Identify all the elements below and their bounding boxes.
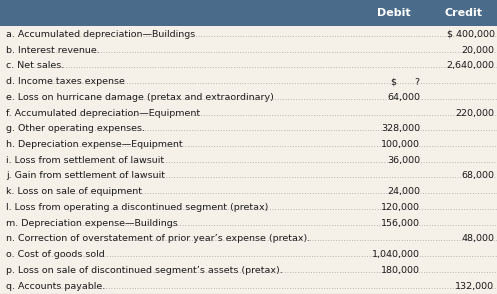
Text: Debit: Debit xyxy=(377,8,411,18)
Text: q. Accounts payable.: q. Accounts payable. xyxy=(6,282,105,291)
Text: ................................................................................: ........................................… xyxy=(128,234,497,243)
Text: ................................................................................: ........................................… xyxy=(31,61,497,70)
Text: 2,640,000: 2,640,000 xyxy=(446,61,495,70)
Text: ................................................................................: ........................................… xyxy=(116,266,497,275)
Text: e. Loss on hurricane damage (pretax and extraordinary): e. Loss on hurricane damage (pretax and … xyxy=(6,93,274,102)
Text: ................................................................................: ........................................… xyxy=(109,203,497,212)
FancyBboxPatch shape xyxy=(0,168,497,184)
Text: $      ?: $ ? xyxy=(391,77,420,86)
Text: ................................................................................: ........................................… xyxy=(109,93,497,102)
Text: 24,000: 24,000 xyxy=(387,187,420,196)
Text: 132,000: 132,000 xyxy=(455,282,495,291)
FancyBboxPatch shape xyxy=(0,184,497,200)
Text: ................................................................................: ........................................… xyxy=(60,124,497,133)
FancyBboxPatch shape xyxy=(0,0,497,26)
Text: ................................................................................: ........................................… xyxy=(45,282,497,291)
Text: m. Depreciation expense—Buildings: m. Depreciation expense—Buildings xyxy=(6,219,178,228)
Text: ................................................................................: ........................................… xyxy=(69,140,497,149)
FancyBboxPatch shape xyxy=(0,42,497,58)
Text: 100,000: 100,000 xyxy=(381,140,420,149)
FancyBboxPatch shape xyxy=(0,278,497,294)
Text: 64,000: 64,000 xyxy=(387,93,420,102)
Text: b. Interest revenue.: b. Interest revenue. xyxy=(6,46,100,55)
Text: 180,000: 180,000 xyxy=(381,266,420,275)
Text: ................................................................................: ........................................… xyxy=(69,219,497,228)
FancyBboxPatch shape xyxy=(0,137,497,152)
Text: 156,000: 156,000 xyxy=(381,219,420,228)
Text: j. Gain from settlement of lawsuit: j. Gain from settlement of lawsuit xyxy=(6,171,165,181)
Text: ................................................................................: ........................................… xyxy=(45,46,497,55)
Text: h. Depreciation expense—Equipment: h. Depreciation expense—Equipment xyxy=(6,140,182,149)
Text: o. Cost of goods sold: o. Cost of goods sold xyxy=(6,250,105,259)
Text: ................................................................................: ........................................… xyxy=(77,30,497,39)
Text: p. Loss on sale of discontinued segment’s assets (pretax).: p. Loss on sale of discontinued segment’… xyxy=(6,266,283,275)
Text: 48,000: 48,000 xyxy=(462,234,495,243)
Text: ................................................................................: ........................................… xyxy=(71,171,497,181)
FancyBboxPatch shape xyxy=(0,74,497,89)
Text: $ 400,000: $ 400,000 xyxy=(446,30,495,39)
Text: 220,000: 220,000 xyxy=(456,108,495,118)
FancyBboxPatch shape xyxy=(0,26,497,42)
Text: ................................................................................: ........................................… xyxy=(50,77,497,86)
FancyBboxPatch shape xyxy=(0,121,497,137)
Text: g. Other operating expenses.: g. Other operating expenses. xyxy=(6,124,145,133)
Text: d. Income taxes expense: d. Income taxes expense xyxy=(6,77,125,86)
Text: 68,000: 68,000 xyxy=(462,171,495,181)
FancyBboxPatch shape xyxy=(0,200,497,215)
Text: ................................................................................: ........................................… xyxy=(77,108,497,118)
Text: f. Accumulated depreciation—Equipment: f. Accumulated depreciation—Equipment xyxy=(6,108,200,118)
Text: ................................................................................: ........................................… xyxy=(71,156,497,165)
Text: Credit: Credit xyxy=(444,8,483,18)
Text: c. Net sales.: c. Net sales. xyxy=(6,61,64,70)
Text: 328,000: 328,000 xyxy=(381,124,420,133)
FancyBboxPatch shape xyxy=(0,247,497,263)
Text: i. Loss from settlement of lawsuit: i. Loss from settlement of lawsuit xyxy=(6,156,164,165)
FancyBboxPatch shape xyxy=(0,263,497,278)
Text: ................................................................................: ........................................… xyxy=(60,187,497,196)
Text: 1,040,000: 1,040,000 xyxy=(372,250,420,259)
Text: n. Correction of overstatement of prior year’s expense (pretax).: n. Correction of overstatement of prior … xyxy=(6,234,310,243)
Text: 36,000: 36,000 xyxy=(387,156,420,165)
FancyBboxPatch shape xyxy=(0,152,497,168)
Text: l. Loss from operating a discontinued segment (pretax): l. Loss from operating a discontinued se… xyxy=(6,203,268,212)
Text: 120,000: 120,000 xyxy=(381,203,420,212)
FancyBboxPatch shape xyxy=(0,89,497,105)
Text: ................................................................................: ........................................… xyxy=(47,250,497,259)
FancyBboxPatch shape xyxy=(0,105,497,121)
FancyBboxPatch shape xyxy=(0,215,497,231)
Text: k. Loss on sale of equipment: k. Loss on sale of equipment xyxy=(6,187,142,196)
FancyBboxPatch shape xyxy=(0,231,497,247)
FancyBboxPatch shape xyxy=(0,58,497,74)
Text: 20,000: 20,000 xyxy=(462,46,495,55)
Text: a. Accumulated depreciation—Buildings: a. Accumulated depreciation—Buildings xyxy=(6,30,195,39)
